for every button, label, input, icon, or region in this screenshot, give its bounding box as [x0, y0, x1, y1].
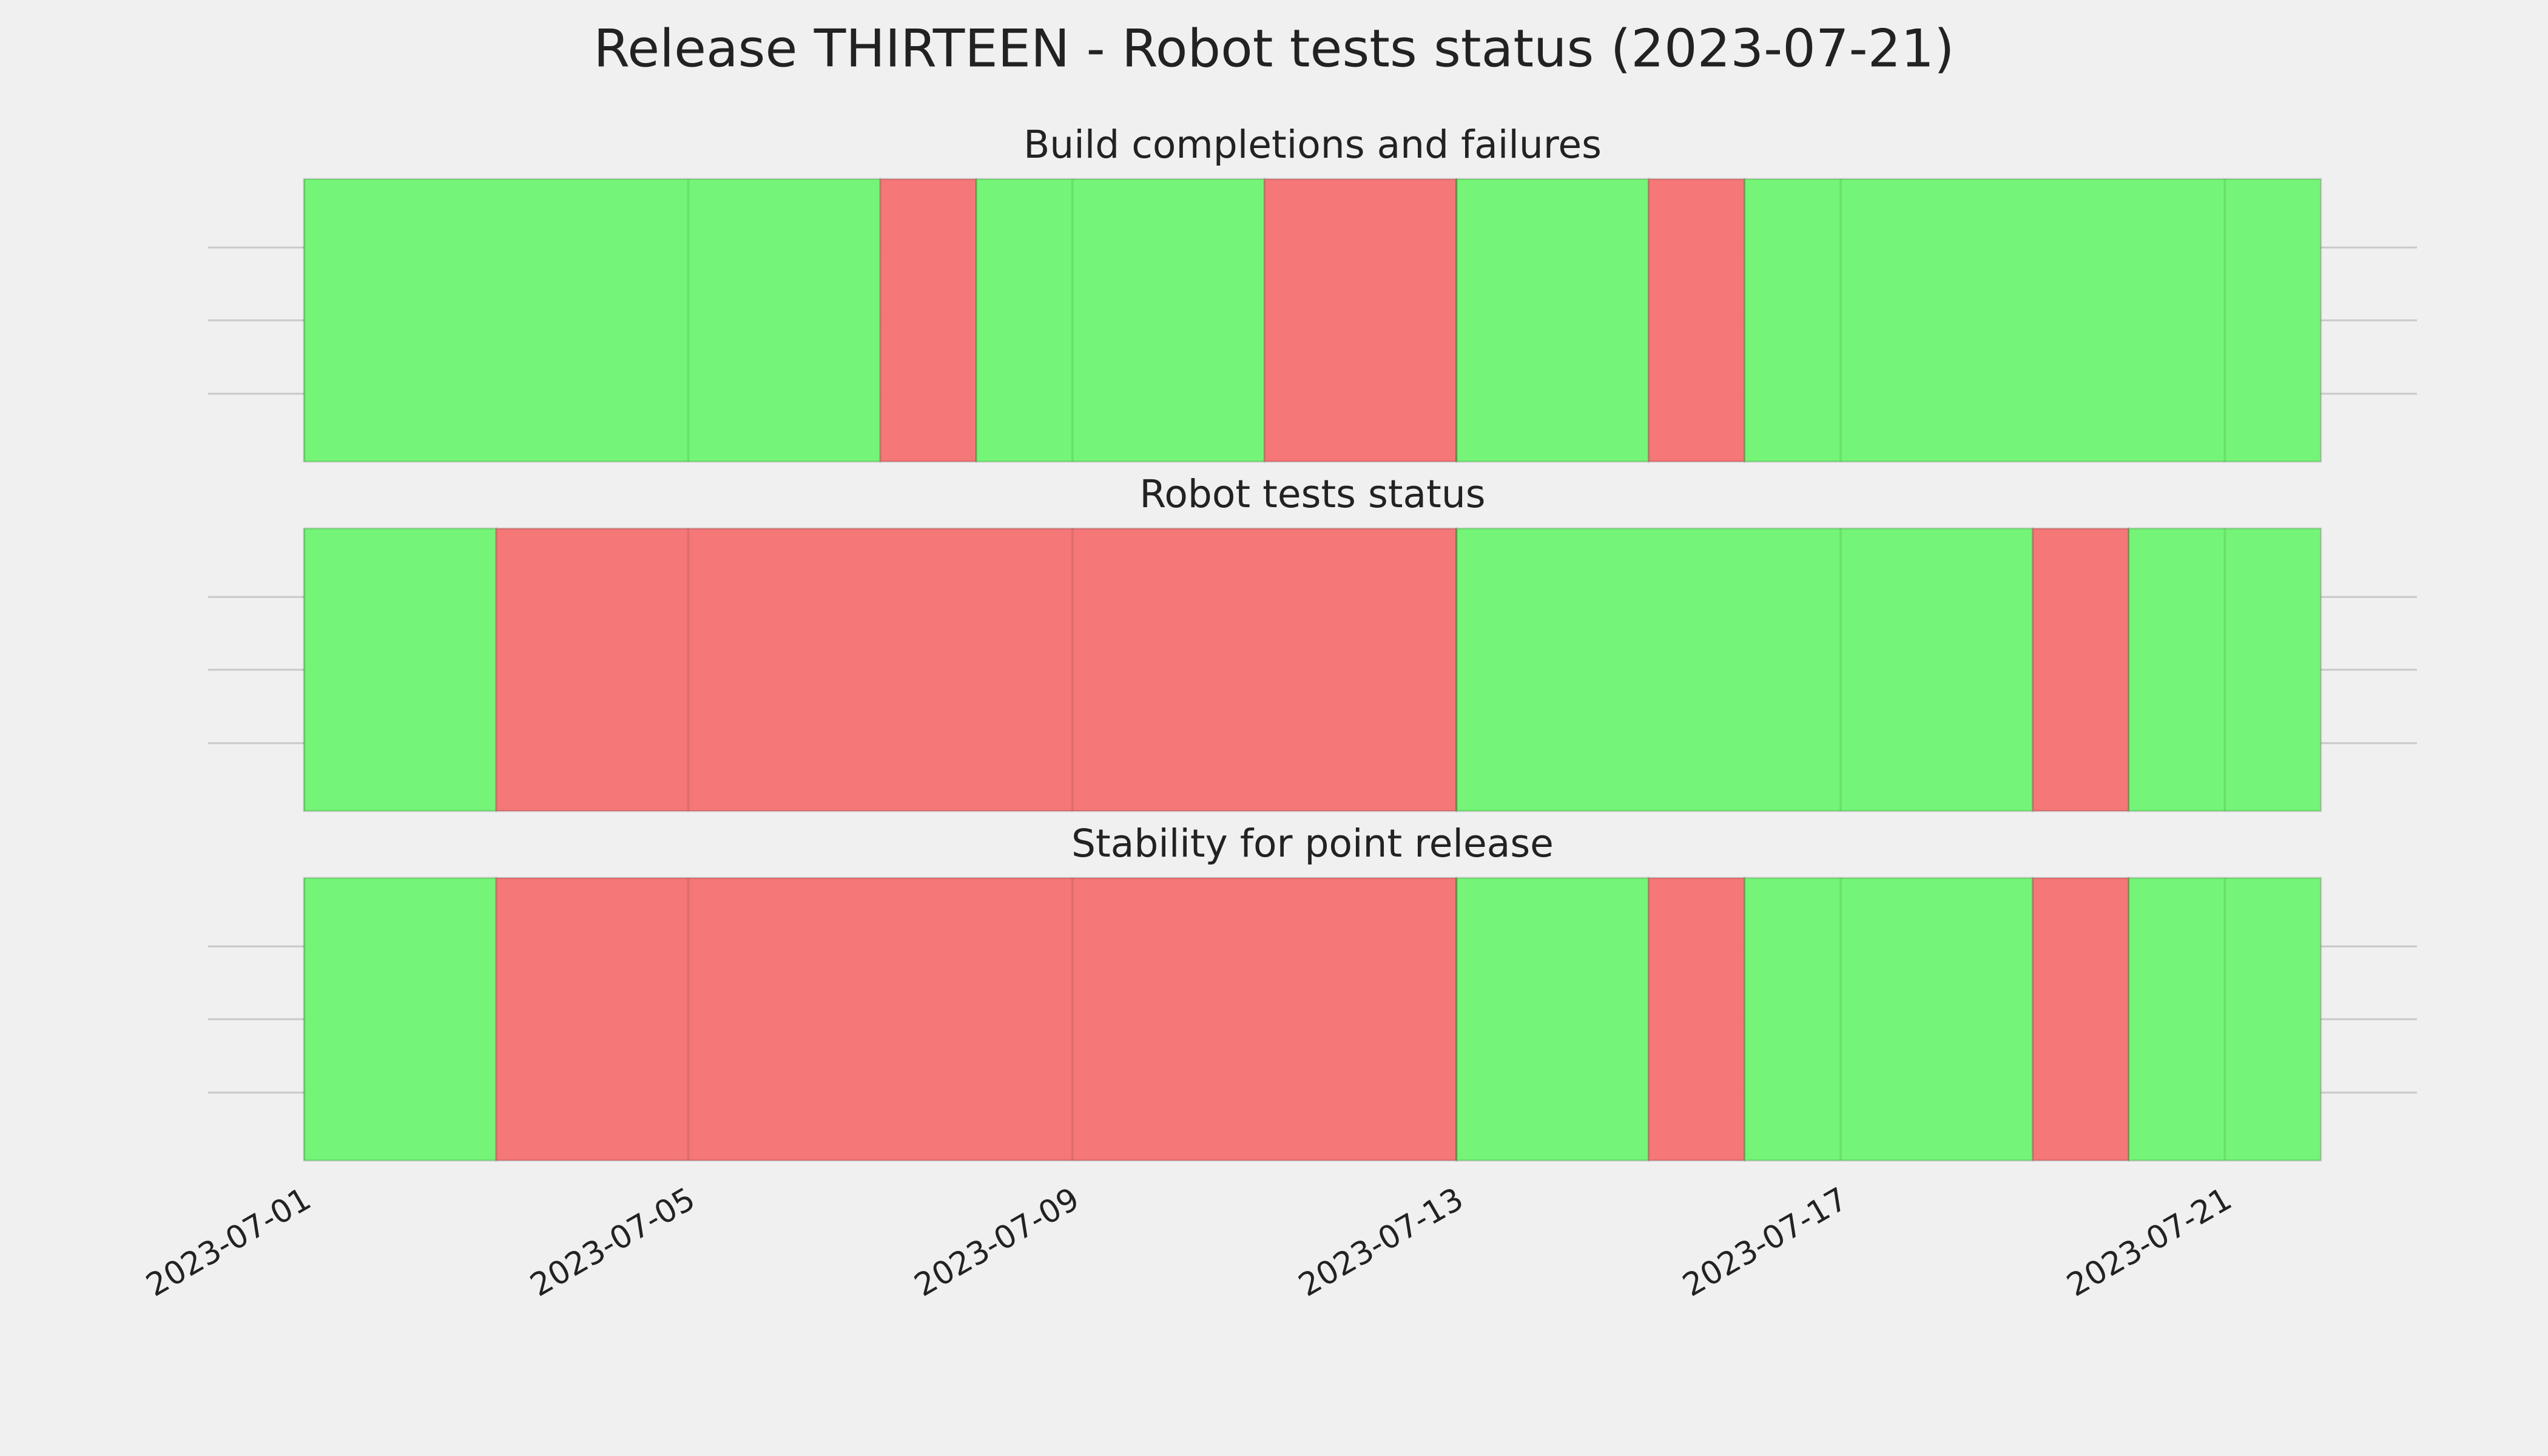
status-span [975, 178, 1266, 463]
status-span [1455, 527, 2034, 812]
subplot-title: Build completions and failures [1023, 123, 1602, 167]
status-span [1263, 178, 1458, 463]
status-span [495, 877, 1458, 1162]
status-span [2032, 877, 2130, 1162]
status-span [2128, 877, 2322, 1162]
status-span [2128, 527, 2322, 812]
status-span [2032, 527, 2130, 812]
status-span [1744, 178, 2322, 463]
status-span [303, 178, 881, 463]
status-span [1455, 877, 1650, 1162]
status-span [1744, 877, 2034, 1162]
status-span [303, 527, 497, 812]
status-span [495, 527, 1458, 812]
status-span [1455, 178, 1650, 463]
chart-title: Release THIRTEEN - Robot tests status (2… [593, 18, 1954, 79]
status-span [879, 178, 977, 463]
status-span [303, 877, 497, 1162]
subplot-title: Robot tests status [1139, 472, 1485, 516]
subplot-title: Stability for point release [1071, 821, 1554, 866]
status-span [1648, 877, 1746, 1162]
status-span [1648, 178, 1746, 463]
